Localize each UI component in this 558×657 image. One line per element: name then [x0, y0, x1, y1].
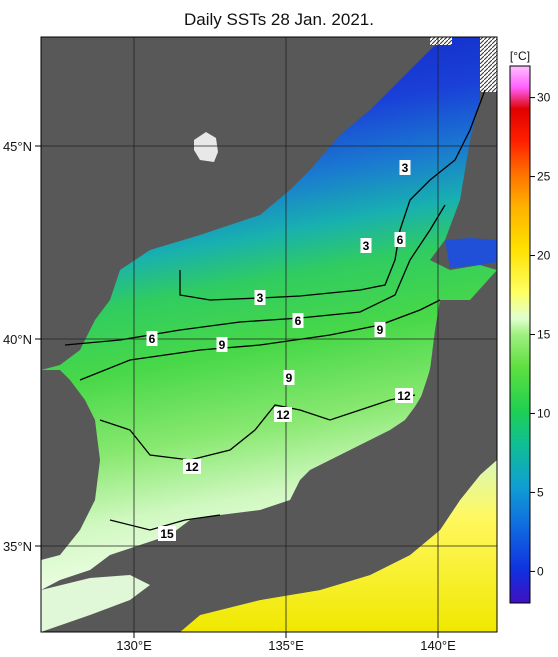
colorbar-tick-label: 20 — [537, 249, 551, 263]
honshu-land — [150, 270, 497, 632]
lon-tick-140: 140°E — [420, 638, 456, 653]
contour-label-bg — [274, 407, 292, 422]
contour-label: 6 — [397, 233, 404, 247]
contour-15 — [109, 514, 221, 531]
map-frame — [40, 36, 498, 633]
grid-lines — [41, 37, 497, 632]
map-title: Daily SSTs 28 Jan. 2021. — [184, 10, 374, 29]
contour-9 — [79, 299, 441, 381]
contour-label: 3 — [257, 291, 264, 305]
contour-labels: 3 3 3 6 6 6 9 9 9 12 12 12 15 — [146, 160, 413, 541]
contour-label: 12 — [185, 460, 199, 474]
contour-label: 12 — [397, 389, 411, 403]
contour-label: 3 — [402, 161, 409, 175]
pacific-warm-water — [180, 455, 497, 632]
contour-label: 3 — [363, 239, 370, 253]
korea-land — [41, 370, 100, 560]
colorbar-tick-label: 25 — [537, 170, 551, 184]
contour-label-bg — [158, 526, 176, 541]
contour-label: 15 — [160, 527, 174, 541]
colorbar-tick-label: 15 — [537, 328, 551, 342]
tsushima-strait — [41, 575, 150, 632]
no-data-area — [480, 37, 497, 92]
contour-label-bg — [395, 388, 413, 403]
contour-label: 6 — [295, 314, 302, 328]
contour-label: 9 — [219, 338, 226, 352]
colorbar-unit: [°C] — [510, 49, 530, 63]
contour-label-bg — [283, 370, 295, 385]
lon-tick-135: 135°E — [268, 638, 304, 653]
contour-label-bg — [394, 232, 406, 247]
sea-of-japan — [41, 37, 497, 590]
contour-label-bg — [146, 331, 158, 346]
contour-3 — [179, 89, 486, 301]
contour-label: 9 — [377, 323, 384, 337]
colorbar-tick-label: 10 — [537, 406, 551, 420]
contour-label: 12 — [276, 408, 290, 422]
colorbar-tick-label: 0 — [537, 564, 544, 578]
contour-label-bg — [216, 337, 228, 352]
contour-label-bg — [183, 459, 201, 474]
contour-label-bg — [254, 290, 266, 305]
contour-label-bg — [374, 322, 386, 337]
contour-label: 9 — [286, 371, 293, 385]
island — [194, 132, 218, 162]
contour-label-bg — [399, 160, 411, 175]
colorbar-ticks: 30 25 20 15 10 5 0 — [530, 91, 551, 578]
colorbar-tick-label: 5 — [537, 485, 544, 499]
lat-tick-45: 45°N — [3, 139, 32, 154]
colorbar — [509, 65, 531, 604]
sea-north-strip — [445, 238, 497, 268]
lon-tick-130: 130°E — [116, 638, 152, 653]
contour-label-bg — [292, 313, 304, 328]
no-data-area-small — [430, 37, 452, 45]
lat-tick-40: 40°N — [3, 332, 32, 347]
colorbar-tick-label: 30 — [537, 91, 551, 105]
frame-ticks — [35, 145, 439, 638]
lat-tick-35: 35°N — [3, 539, 32, 554]
contour-label: 6 — [149, 332, 156, 346]
contour-label-bg — [360, 238, 372, 253]
contour-12 — [99, 394, 416, 461]
